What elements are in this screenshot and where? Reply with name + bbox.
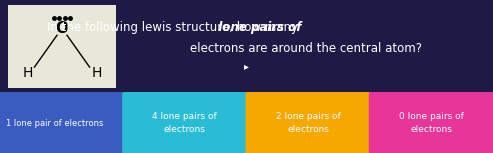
Text: H: H [91,66,102,80]
Text: In the following lewis structure, how many: In the following lewis structure, how ma… [47,22,302,34]
FancyBboxPatch shape [246,92,371,153]
Text: H: H [22,66,33,80]
Text: 4 lone pairs of
electrons: 4 lone pairs of electrons [152,112,217,134]
Text: 0 lone pairs of
electrons: 0 lone pairs of electrons [399,112,464,134]
FancyBboxPatch shape [122,92,247,153]
FancyBboxPatch shape [369,92,493,153]
Text: 2 lone pairs of
electrons: 2 lone pairs of electrons [276,112,341,134]
Text: lone pairs of: lone pairs of [8,22,302,34]
FancyBboxPatch shape [0,92,124,153]
Text: 1 lone pair of electrons: 1 lone pair of electrons [6,119,104,127]
FancyBboxPatch shape [8,5,116,88]
Text: O: O [56,21,69,36]
Text: electrons are around the central atom?: electrons are around the central atom? [190,41,423,54]
Text: ▸: ▸ [244,61,249,71]
